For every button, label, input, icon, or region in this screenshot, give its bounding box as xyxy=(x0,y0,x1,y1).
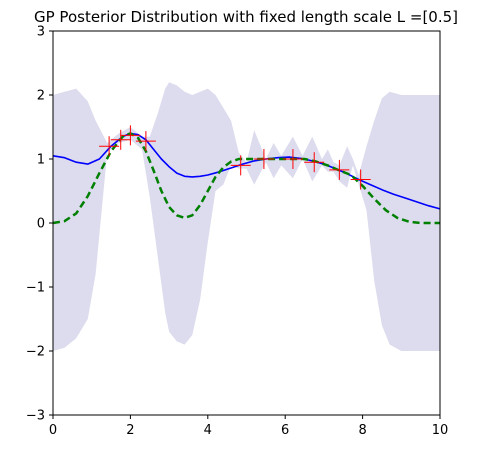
x-tick-label: 0 xyxy=(49,423,57,438)
y-tick-label: 3 xyxy=(37,25,45,40)
true-function-line xyxy=(52,132,440,225)
confidence-band xyxy=(53,82,440,351)
observation-marker xyxy=(350,169,371,190)
observation-marker xyxy=(120,125,141,146)
y-tick-label: 0 xyxy=(37,217,45,232)
x-tick-label: 6 xyxy=(281,423,289,438)
observation-marker xyxy=(230,155,251,176)
x-tick-label: 2 xyxy=(126,423,134,438)
observation-marker xyxy=(99,136,120,157)
observation-marker xyxy=(135,131,156,152)
y-tick-label: −2 xyxy=(26,345,45,360)
band-layer xyxy=(53,82,440,351)
posterior-mean-line xyxy=(52,132,441,210)
y-axis: −3 −2 −1 0 1 2 3 xyxy=(26,25,53,424)
chart-title: GP Posterior Distribution with fixed len… xyxy=(34,8,458,26)
observation-marker xyxy=(110,129,131,150)
x-tick-label: 4 xyxy=(204,423,212,438)
observation-marker xyxy=(329,159,350,180)
y-tick-label: −1 xyxy=(26,281,45,296)
lines-layer xyxy=(52,132,441,225)
x-tick-label: 8 xyxy=(358,423,366,438)
y-tick-label: 2 xyxy=(37,89,45,104)
x-axis: 0 2 4 6 8 10 xyxy=(49,415,448,438)
observation-marker xyxy=(253,149,274,169)
observation-marker xyxy=(282,149,303,169)
x-tick-label: 10 xyxy=(432,423,449,438)
markers-layer xyxy=(99,125,371,190)
observation-marker xyxy=(304,152,325,173)
y-tick-label: 1 xyxy=(37,153,45,168)
y-tick-label: −3 xyxy=(26,409,45,424)
